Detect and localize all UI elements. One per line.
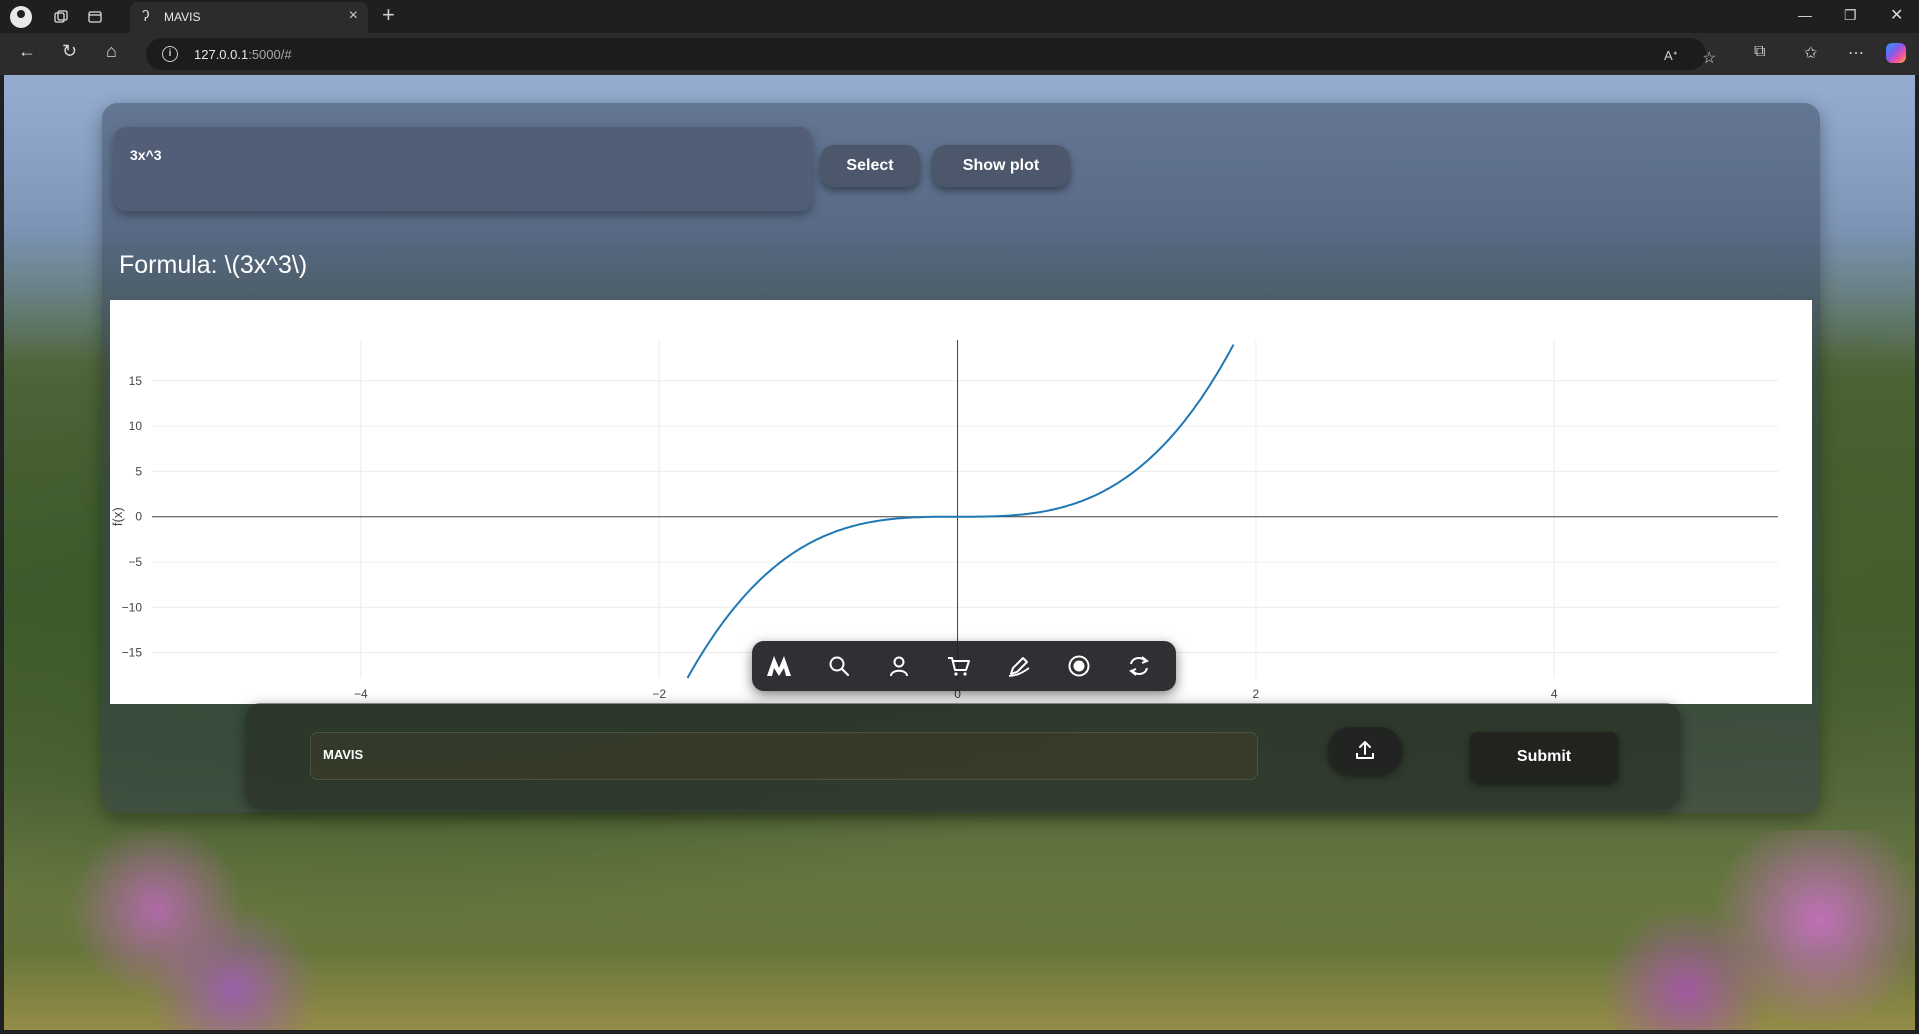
y-tick-label: −10 [122, 600, 143, 614]
workspaces-icon[interactable] [50, 6, 72, 28]
minimize-icon[interactable]: — [1798, 7, 1812, 23]
extensions-icon[interactable]: ⧉ [1754, 43, 1766, 60]
upload-button[interactable] [1328, 727, 1402, 773]
y-tick-label: −15 [122, 646, 143, 660]
browser-toolbar: ← ↻ ⌂ i 127.0.0.1:5000/# Aᐩ ☆ ⧉ ✩ ⋯ [0, 33, 1919, 75]
logo-icon[interactable] [764, 651, 794, 681]
x-tick-label: 4 [1551, 687, 1558, 701]
select-button[interactable]: Select [820, 145, 920, 187]
x-tick-label: 2 [1253, 687, 1260, 701]
x-tick-label: −4 [354, 687, 368, 701]
tab-actions-icon[interactable] [84, 6, 106, 28]
y-axis-label: f(x) [110, 507, 125, 526]
page-viewport: 3x^3 Select Show plot Formula: \(3x^3\) … [4, 75, 1915, 1030]
function-plot[interactable]: −4 −2 0 2 4 −15 −10 −5 0 5 10 15 f(x) [110, 300, 1812, 704]
restore-icon[interactable]: ❐ [1844, 7, 1857, 23]
back-icon[interactable]: ← [18, 41, 36, 61]
plot-svg: −4 −2 0 2 4 −15 −10 −5 0 5 10 15 f(x) [110, 340, 1778, 701]
record-icon[interactable] [1064, 651, 1094, 681]
copilot-icon[interactable] [1886, 43, 1906, 63]
page-favicon-icon: ʔ [142, 8, 150, 25]
prompt-input[interactable]: MAVIS [310, 732, 1258, 780]
upload-icon [1356, 741, 1374, 759]
cart-icon[interactable] [944, 651, 974, 681]
search-icon[interactable] [824, 651, 854, 681]
x-tick-label: 0 [954, 687, 961, 701]
y-tick-label: −5 [128, 555, 142, 569]
x-tick-label: −2 [652, 687, 666, 701]
refresh-icon[interactable] [1124, 651, 1154, 681]
favorite-star-icon[interactable]: ☆ [1702, 50, 1717, 67]
favorites-icon[interactable]: ✩ [1804, 45, 1818, 62]
tab-mavis[interactable]: ʔ MAVIS × [130, 2, 368, 33]
show-plot-button[interactable]: Show plot [932, 145, 1070, 187]
formula-input[interactable]: 3x^3 [114, 127, 812, 211]
y-tick-label: 10 [129, 419, 143, 433]
background-scenery [4, 830, 1915, 1030]
more-menu-icon[interactable]: ⋯ [1848, 45, 1864, 62]
address-url: 127.0.0.1:5000/# [194, 47, 292, 62]
new-tab-icon[interactable]: + [382, 2, 395, 27]
tab-title: MAVIS [164, 10, 201, 24]
edit-icon[interactable] [1004, 651, 1034, 681]
function-curve [686, 344, 1235, 679]
close-tab-icon[interactable]: × [348, 7, 358, 24]
read-aloud-icon[interactable]: Aᐩ [1664, 48, 1678, 63]
home-icon[interactable]: ⌂ [106, 41, 117, 61]
dock-bar [752, 641, 1176, 691]
window-close-icon[interactable]: ✕ [1890, 7, 1904, 24]
user-icon[interactable] [884, 651, 914, 681]
site-info-icon[interactable]: i [162, 46, 178, 62]
y-tick-label: 15 [129, 374, 143, 388]
submit-button[interactable]: Submit [1470, 732, 1618, 782]
address-bar[interactable]: i 127.0.0.1:5000/# Aᐩ ☆ [146, 38, 1716, 70]
y-tick-label: 5 [135, 464, 142, 478]
reload-icon[interactable]: ↻ [62, 41, 78, 61]
profile-icon[interactable] [10, 6, 32, 28]
browser-tab-bar: ʔ MAVIS × + — ❐ ✕ [0, 0, 1919, 33]
formula-label: Formula: \(3x^3\) [119, 251, 308, 279]
y-tick-label: 0 [135, 510, 142, 524]
